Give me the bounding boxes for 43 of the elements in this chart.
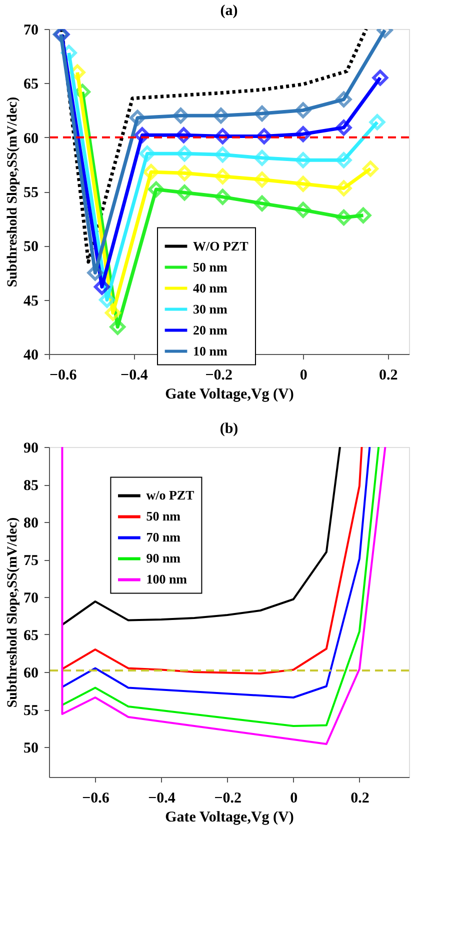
y-tick-label: 70: [24, 590, 38, 606]
legend-label: 20 nm: [193, 322, 228, 338]
legend-label: 100 nm: [146, 572, 188, 587]
x-axis-title: Gate Voltage,Vg (V): [165, 810, 294, 826]
x-tick-label: −0.2: [205, 368, 233, 384]
y-tick-label: 45: [24, 293, 38, 310]
x-tick-label: −0.6: [82, 790, 110, 806]
x-axis-title: Gate Voltage,Vg (V): [165, 386, 294, 402]
y-tick-label: 80: [24, 516, 38, 532]
x-tick-label: −0.6: [50, 368, 78, 384]
legend-label: W/O PZT: [193, 238, 249, 254]
y-tick-label: 60: [24, 130, 38, 147]
x-tick-label: 0.2: [350, 790, 370, 806]
y-tick-label: 55: [24, 703, 38, 719]
y-axis-title: Subthreshold Slope,SS(mV/dec): [6, 96, 20, 288]
legend-label: 40 nm: [193, 280, 228, 296]
y-tick-label: 75: [24, 553, 38, 569]
x-tick-label: 0: [300, 368, 308, 384]
legend-label: 70 nm: [146, 530, 181, 545]
y-tick-label: 85: [24, 478, 38, 494]
legend-label: 10 nm: [193, 343, 228, 358]
x-tick-label: 0: [290, 790, 298, 806]
x-tick-label: 0.2: [378, 368, 398, 384]
y-tick-label: 65: [24, 628, 38, 644]
y-tick-label: 65: [24, 76, 38, 93]
chart-title: (b): [220, 421, 238, 437]
y-tick-label: 50: [24, 239, 38, 256]
y-axis-title: Subthreshold Slope,SS(mV/dec): [6, 516, 20, 708]
legend-label: 90 nm: [146, 550, 181, 566]
y-tick-label: 90: [24, 440, 38, 456]
legend-label: 30 nm: [193, 301, 228, 316]
y-tick-label: 50: [24, 740, 38, 756]
y-tick-label: 40: [24, 348, 38, 364]
y-tick-label: 55: [24, 185, 38, 201]
chart-title: (a): [220, 3, 238, 19]
y-tick-label: 60: [24, 666, 38, 682]
x-tick-label: −0.4: [120, 368, 148, 384]
legend-label: 50 nm: [146, 508, 181, 524]
x-tick-label: −0.2: [214, 790, 242, 806]
legend-label: w/o PZT: [146, 488, 195, 503]
legend-label: 50 nm: [193, 259, 228, 274]
y-tick-label: 70: [24, 22, 38, 38]
x-tick-label: −0.4: [148, 790, 176, 806]
